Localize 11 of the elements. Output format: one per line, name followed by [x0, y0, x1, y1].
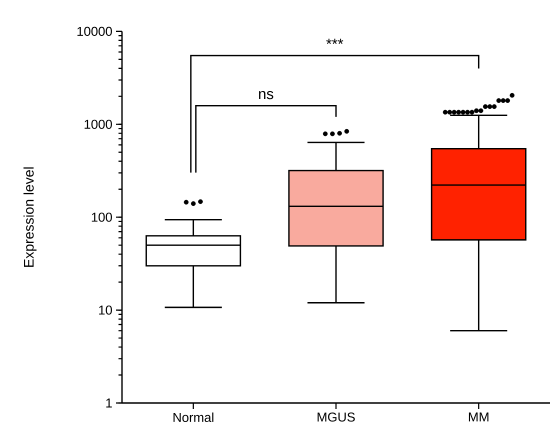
x-tick-label: MM	[468, 412, 488, 422]
x-tick-label: MGUS	[318, 412, 355, 422]
y-tick-label: 10	[99, 306, 112, 315]
x-tick-label: Normal	[174, 412, 214, 422]
annotation: ns	[259, 91, 274, 100]
y-axis-title: Expression level	[24, 167, 36, 267]
y-tick-label: 1	[106, 398, 112, 408]
y-tick-label: 10000	[77, 26, 112, 36]
y-tick-label: 1000	[84, 120, 112, 129]
y-tick-label: 100	[92, 212, 112, 222]
annotation: ***	[326, 38, 344, 44]
